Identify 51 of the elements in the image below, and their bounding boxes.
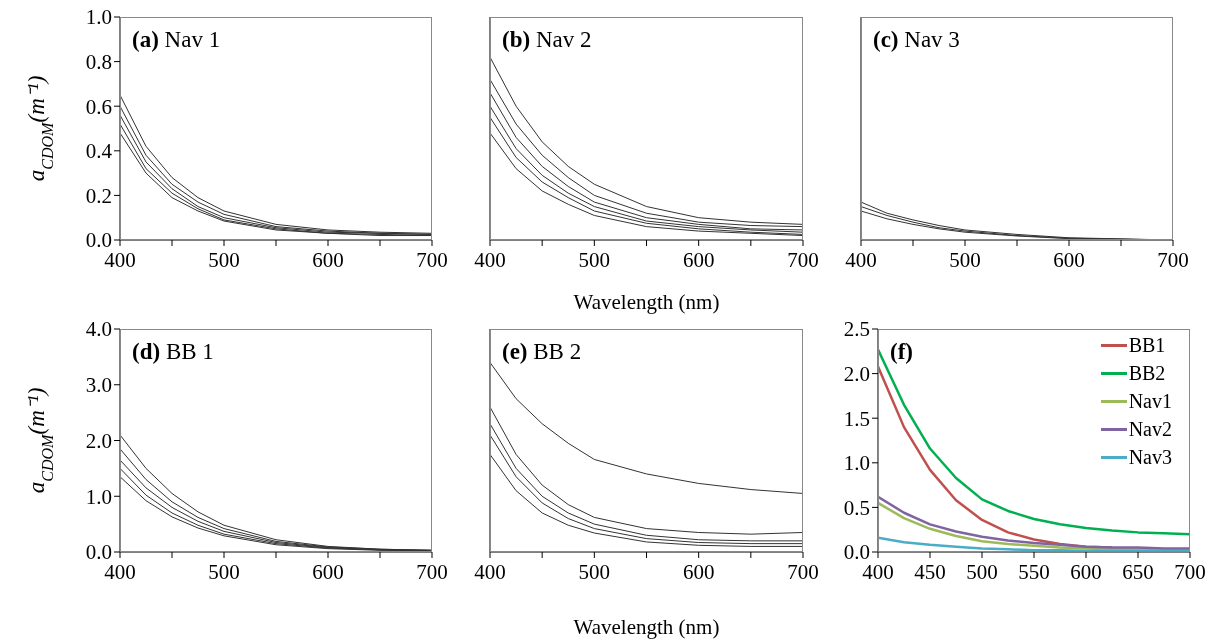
- y-tick-label: 1.0: [85, 484, 112, 509]
- x-tick-label: 500: [208, 559, 240, 584]
- x-tick-label: 400: [474, 247, 506, 272]
- x-tick-label: 700: [1174, 559, 1206, 584]
- chart-title: (f): [890, 339, 913, 364]
- legend-label: Nav2: [1128, 417, 1172, 442]
- y-tick-label: 0.4: [85, 139, 113, 164]
- y-tick-label: 0.8: [85, 50, 112, 75]
- x-tick-label: 600: [682, 247, 715, 272]
- x-tick-label: 500: [966, 559, 998, 584]
- y-tick-label: 2.5: [843, 317, 870, 342]
- x-tick-label: 500: [949, 247, 981, 272]
- y-tick-label: 0.5: [843, 495, 870, 520]
- chart-title: (e) BB 2: [502, 339, 582, 365]
- y-tick-label: 1.5: [843, 406, 870, 431]
- x-tick-label: 500: [578, 247, 611, 272]
- y-tick-label: 1.0: [843, 451, 870, 476]
- x-tick-label: 600: [312, 247, 344, 272]
- x-tick-label: 550: [1018, 559, 1050, 584]
- y-tick-label: 2.0: [85, 428, 112, 453]
- legend-label: Nav3: [1128, 445, 1172, 470]
- x-tick-label: 700: [787, 247, 819, 272]
- x-axis-title: Wavelength (nm): [573, 615, 720, 639]
- x-tick-label: 700: [416, 247, 448, 272]
- chart-title: (a) Nav 1: [132, 27, 221, 53]
- chart-title: (c) Nav 3: [873, 27, 960, 53]
- y-tick-label: 4.0: [85, 317, 112, 342]
- x-tick-label: 650: [1122, 559, 1154, 584]
- chart-title: (b) Nav 2: [502, 27, 592, 53]
- y-tick-label: 3.0: [85, 373, 112, 398]
- y-tick-label: 0.6: [85, 94, 112, 119]
- x-tick-label: 600: [1070, 559, 1102, 584]
- x-tick-label: 600: [312, 559, 344, 584]
- x-axis-title: Wavelength (nm): [573, 290, 720, 314]
- legend-label: BB2: [1128, 361, 1166, 386]
- x-tick-label: 700: [416, 559, 448, 584]
- x-tick-label: 600: [1053, 247, 1085, 272]
- x-tick-label: 450: [914, 559, 946, 584]
- chart-title: (d) BB 1: [132, 339, 214, 365]
- y-tick-label: 1.0: [85, 5, 112, 30]
- y-tick-label: 2.0: [843, 362, 870, 387]
- x-tick-label: 400: [474, 559, 506, 584]
- y-tick-label: 0.2: [85, 183, 112, 208]
- x-tick-label: 700: [787, 559, 819, 584]
- x-tick-label: 400: [845, 247, 877, 272]
- x-tick-label: 700: [1157, 247, 1189, 272]
- x-tick-label: 600: [682, 559, 715, 584]
- x-tick-label: 500: [208, 247, 240, 272]
- legend-label: Nav1: [1128, 389, 1172, 414]
- x-tick-label: 500: [578, 559, 611, 584]
- legend-label: BB1: [1128, 333, 1166, 358]
